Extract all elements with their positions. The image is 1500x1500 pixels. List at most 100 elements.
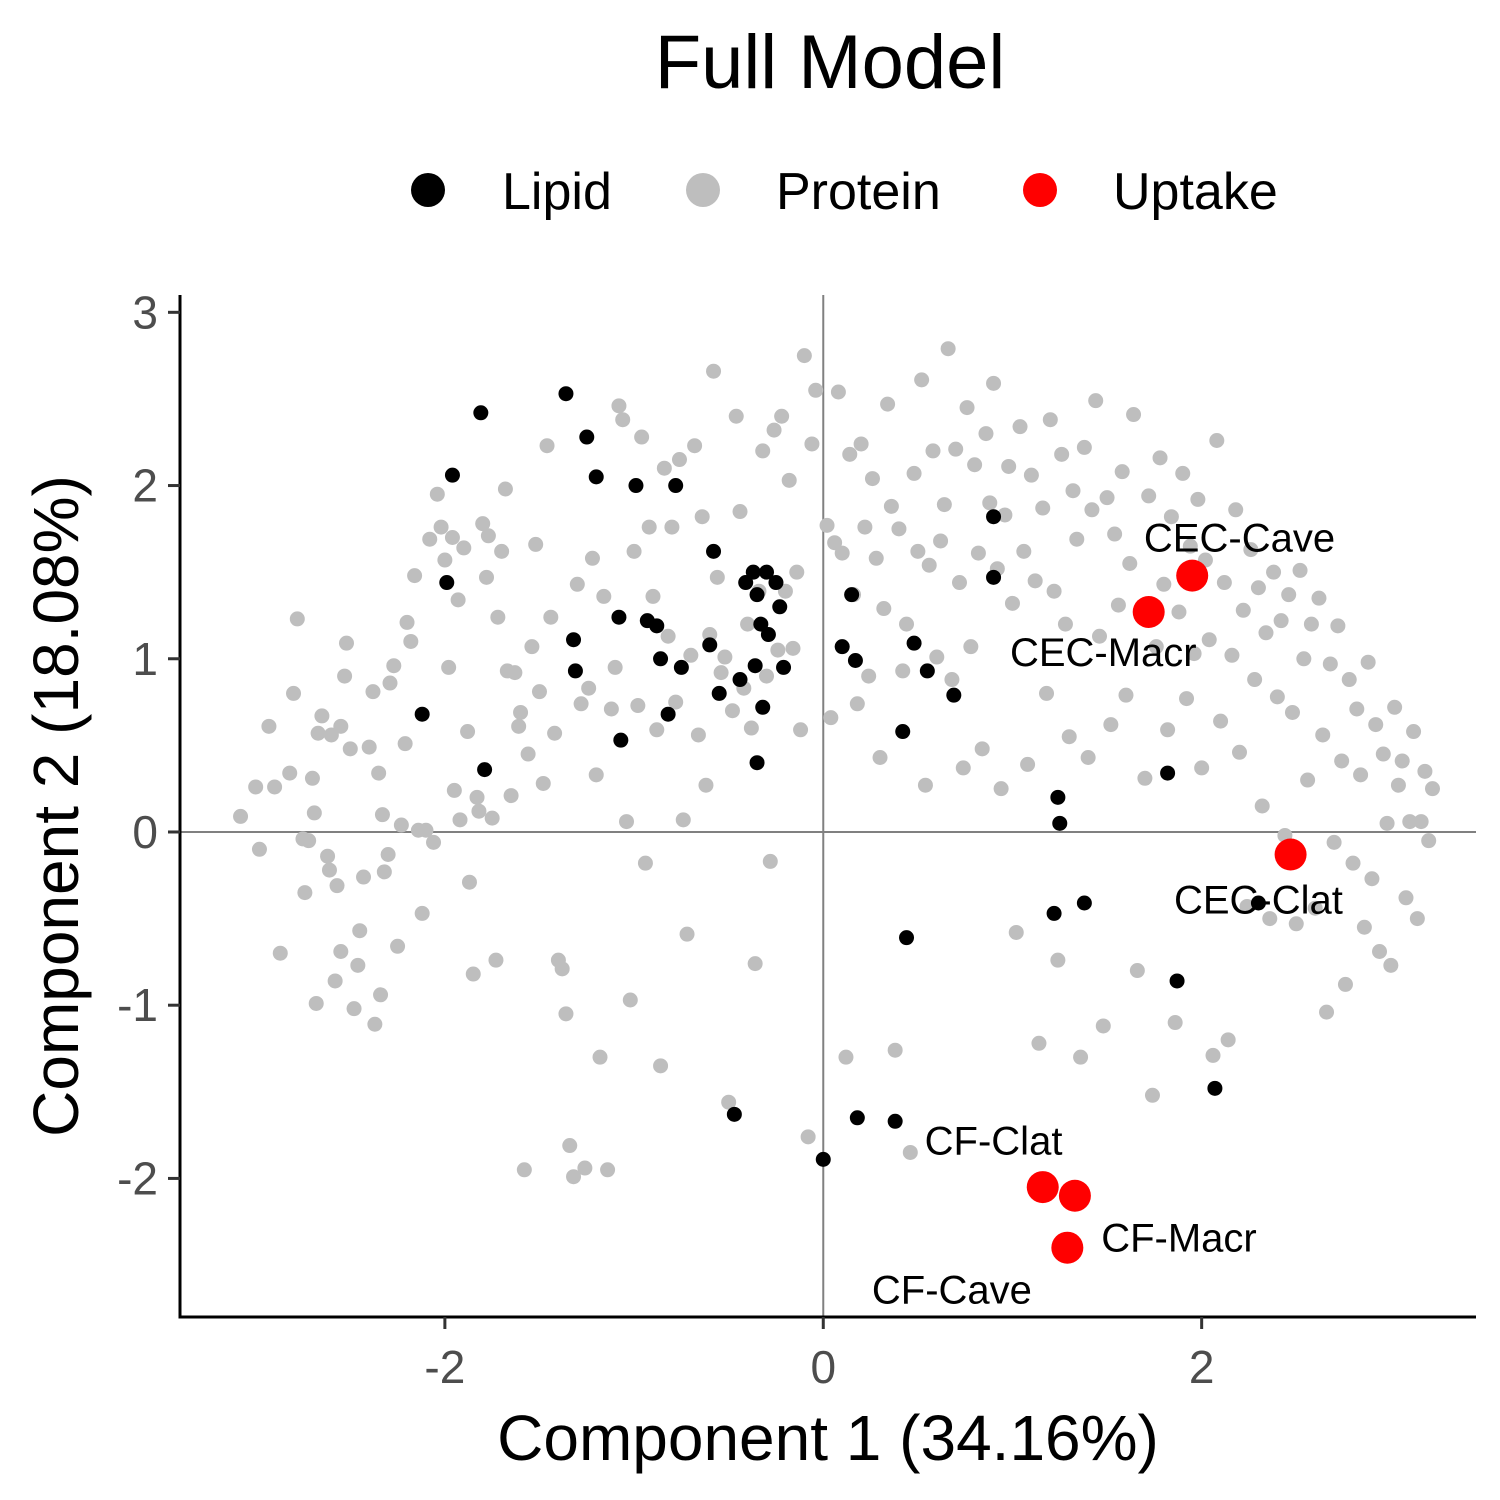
protein-point — [914, 372, 930, 388]
protein-point — [917, 777, 933, 793]
lipid-point — [749, 755, 765, 771]
protein-point — [562, 1138, 578, 1154]
protein-point — [1345, 855, 1361, 871]
protein-point — [1353, 767, 1369, 783]
lipid-point — [1160, 765, 1176, 781]
protein-point — [653, 1058, 669, 1074]
protein-point — [857, 519, 873, 535]
protein-point — [993, 781, 1009, 797]
legend-label-protein: Protein — [776, 163, 941, 221]
protein-point — [346, 1001, 362, 1017]
uptake-point — [1132, 595, 1165, 628]
protein-point — [1266, 564, 1282, 580]
protein-point — [641, 519, 657, 535]
protein-point — [690, 727, 706, 743]
x-axis-title: Component 1 (34.16%) — [497, 1402, 1159, 1474]
protein-point — [1307, 900, 1323, 916]
protein-point — [554, 961, 570, 977]
protein-point — [308, 995, 324, 1011]
protein-point — [933, 533, 949, 549]
protein-point — [887, 1042, 903, 1058]
y-tick-label: 2 — [132, 460, 158, 512]
protein-point — [1156, 576, 1172, 592]
lipid-point — [673, 659, 689, 675]
protein-point — [1315, 727, 1331, 743]
protein-point — [261, 718, 277, 734]
protein-point — [478, 569, 494, 585]
lipid-point — [444, 467, 460, 483]
protein-point — [337, 668, 353, 684]
protein-point — [929, 649, 945, 665]
legend-label-lipid: Lipid — [502, 163, 612, 221]
protein-point — [581, 680, 597, 696]
protein-point — [955, 760, 971, 776]
lipid-point — [745, 564, 761, 580]
lipid-point — [702, 637, 718, 653]
protein-point — [1337, 976, 1353, 992]
protein-point — [1152, 450, 1168, 466]
protein-point — [1107, 526, 1123, 542]
lipid-point — [613, 732, 629, 748]
protein-point — [1394, 753, 1410, 769]
protein-point — [1201, 632, 1217, 648]
protein-point — [272, 945, 288, 961]
protein-point — [520, 746, 536, 762]
protein-point — [1194, 760, 1210, 776]
protein-point — [603, 701, 619, 717]
protein-point — [1417, 763, 1433, 779]
protein-point — [543, 609, 559, 625]
protein-point — [513, 704, 529, 720]
protein-point — [1322, 656, 1338, 672]
protein-point — [1406, 724, 1422, 740]
protein-point — [1091, 628, 1107, 644]
protein-point — [1069, 531, 1085, 547]
protein-point — [664, 519, 680, 535]
protein-point — [446, 782, 462, 798]
protein-point — [830, 384, 846, 400]
protein-point — [747, 956, 763, 972]
protein-point — [1349, 701, 1365, 717]
protein-point — [600, 1162, 616, 1178]
lipid-point — [579, 429, 595, 445]
lipid-point — [776, 659, 792, 675]
protein-point — [645, 588, 661, 604]
protein-point — [880, 396, 896, 412]
lipid-point — [566, 632, 582, 648]
protein-point — [740, 616, 756, 632]
protein-point — [1216, 575, 1232, 591]
protein-point — [414, 905, 430, 921]
protein-point — [267, 779, 283, 795]
protein-point — [1247, 672, 1263, 688]
protein-point — [475, 516, 491, 532]
uptake-point — [1026, 1171, 1059, 1204]
protein-point — [596, 588, 612, 604]
protein-point — [906, 465, 922, 481]
protein-point — [1039, 685, 1055, 701]
x-tick-label: -2 — [424, 1341, 465, 1393]
lipid-point — [588, 469, 604, 485]
lipid-point — [1076, 895, 1092, 911]
protein-point — [558, 1006, 574, 1022]
protein-point — [535, 775, 551, 791]
protein-point — [940, 341, 956, 357]
protein-point — [1190, 491, 1206, 507]
protein-point — [382, 675, 398, 691]
point-label: CF-Macr — [1101, 1216, 1257, 1260]
legend: Lipid Protein Uptake — [411, 163, 1278, 221]
protein-point — [637, 855, 653, 871]
protein-point — [1042, 412, 1058, 428]
protein-point — [444, 530, 460, 546]
protein-point — [774, 408, 790, 424]
protein-point — [611, 398, 627, 414]
protein-point — [1311, 590, 1327, 606]
protein-point — [1284, 704, 1300, 720]
protein-point — [1118, 687, 1134, 703]
protein-point — [634, 429, 650, 445]
protein-point — [1375, 746, 1391, 762]
protein-point — [679, 926, 695, 942]
protein-point — [974, 741, 990, 757]
protein-point — [333, 718, 349, 734]
protein-point — [469, 789, 485, 805]
protein-point — [1326, 834, 1342, 850]
protein-point — [484, 810, 500, 826]
